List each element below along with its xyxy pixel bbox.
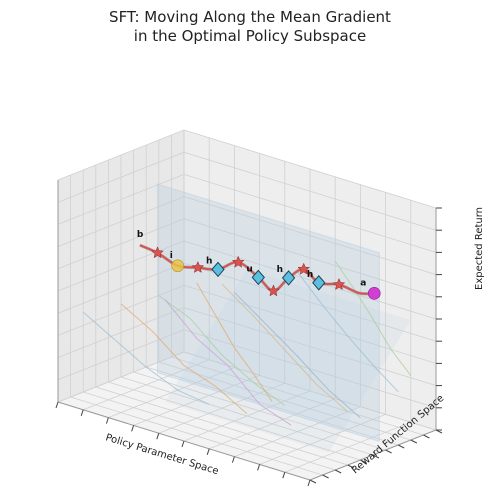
star-marker — [231, 255, 245, 268]
trajectory-trace — [158, 295, 286, 406]
chart-title-line-1: SFT: Moving Along the Mean Gradient — [109, 8, 391, 26]
star-marker — [332, 277, 346, 291]
y-axis-tick — [410, 439, 418, 444]
grid-line — [57, 218, 185, 270]
x-axis-tick — [282, 472, 286, 479]
grid-line — [171, 356, 424, 436]
y-axis-tick — [423, 434, 430, 439]
y-axis-tick — [385, 449, 392, 454]
z-axis-label: Expected Return — [474, 207, 485, 290]
x-axis-tick — [131, 425, 135, 432]
grid-line — [234, 406, 361, 457]
grid-line — [57, 174, 185, 225]
trajectory-trace — [196, 282, 273, 402]
end-point-marker — [367, 287, 381, 300]
grid-line — [57, 196, 185, 247]
subspace-plane-shadow — [165, 269, 411, 453]
grid-line — [183, 218, 437, 298]
grid-line — [120, 376, 374, 456]
axis-ticks — [55, 207, 443, 487]
grid-line — [209, 398, 336, 450]
faint-traces — [82, 260, 412, 426]
grid-line — [284, 421, 411, 473]
star-marker — [297, 262, 311, 275]
grid-line — [146, 366, 399, 446]
y-axis-tick — [397, 444, 405, 449]
x-axis-tick — [55, 401, 59, 409]
trajectory-trace — [221, 283, 349, 413]
grid-line — [183, 351, 437, 431]
grid-line — [158, 361, 411, 441]
trajectory-trace — [334, 260, 412, 376]
y-axis-tick — [334, 469, 342, 474]
x-axis-tick — [80, 409, 84, 416]
grid-line — [183, 151, 437, 231]
y-axis-tick — [435, 429, 443, 434]
grid-line — [133, 371, 386, 451]
diamond-marker — [312, 275, 326, 291]
trajectory-trace — [234, 291, 361, 419]
trajectory-trace — [164, 299, 292, 426]
grid-line — [183, 196, 437, 275]
subspace-plane — [157, 183, 411, 453]
y-axis-tick — [322, 474, 329, 479]
diamond-label: h — [206, 256, 212, 266]
y-axis-tick — [372, 454, 380, 459]
diamond-label: u — [246, 264, 252, 274]
start-label: b — [137, 230, 144, 240]
chart-title-line-2: in the Optimal Policy Subspace — [133, 27, 367, 45]
diamond-label: h — [277, 265, 283, 275]
grid-line — [183, 129, 437, 209]
x-axis-tick — [105, 417, 109, 424]
chart-title: SFT: Moving Along the Mean Gradient in t… — [0, 8, 500, 46]
x-axis-tick — [257, 464, 261, 471]
x-axis-tick — [307, 479, 311, 487]
trajectory-trace — [82, 311, 210, 405]
star-marker — [267, 284, 280, 297]
diamond-marker — [281, 270, 296, 286]
diamond-marker — [251, 269, 265, 286]
grid-line — [57, 240, 185, 292]
grid-line — [57, 129, 185, 181]
diamond-marker — [211, 261, 225, 278]
markers: h u h h b i a — [137, 230, 381, 300]
y-axis-tick — [360, 459, 367, 464]
x-axis-tick — [156, 433, 160, 440]
star-marker — [151, 246, 164, 259]
x-axis-tick — [231, 456, 235, 463]
x-axis-tick — [206, 448, 210, 455]
trajectory-trace — [120, 303, 248, 415]
x-axis-tick — [181, 440, 185, 448]
trajectory-trace — [296, 271, 399, 393]
star-marker — [191, 260, 205, 273]
y-axis-tick — [347, 464, 355, 469]
initial-point-marker — [171, 259, 184, 273]
y-axis-tick — [309, 479, 317, 484]
initial-point-label: i — [170, 251, 173, 261]
end-point-label: a — [360, 278, 366, 288]
grid-line — [57, 151, 185, 203]
grid-line — [259, 414, 386, 465]
diamond-label: h — [307, 270, 313, 280]
grid-line — [183, 174, 437, 253]
grid-line — [183, 240, 437, 320]
